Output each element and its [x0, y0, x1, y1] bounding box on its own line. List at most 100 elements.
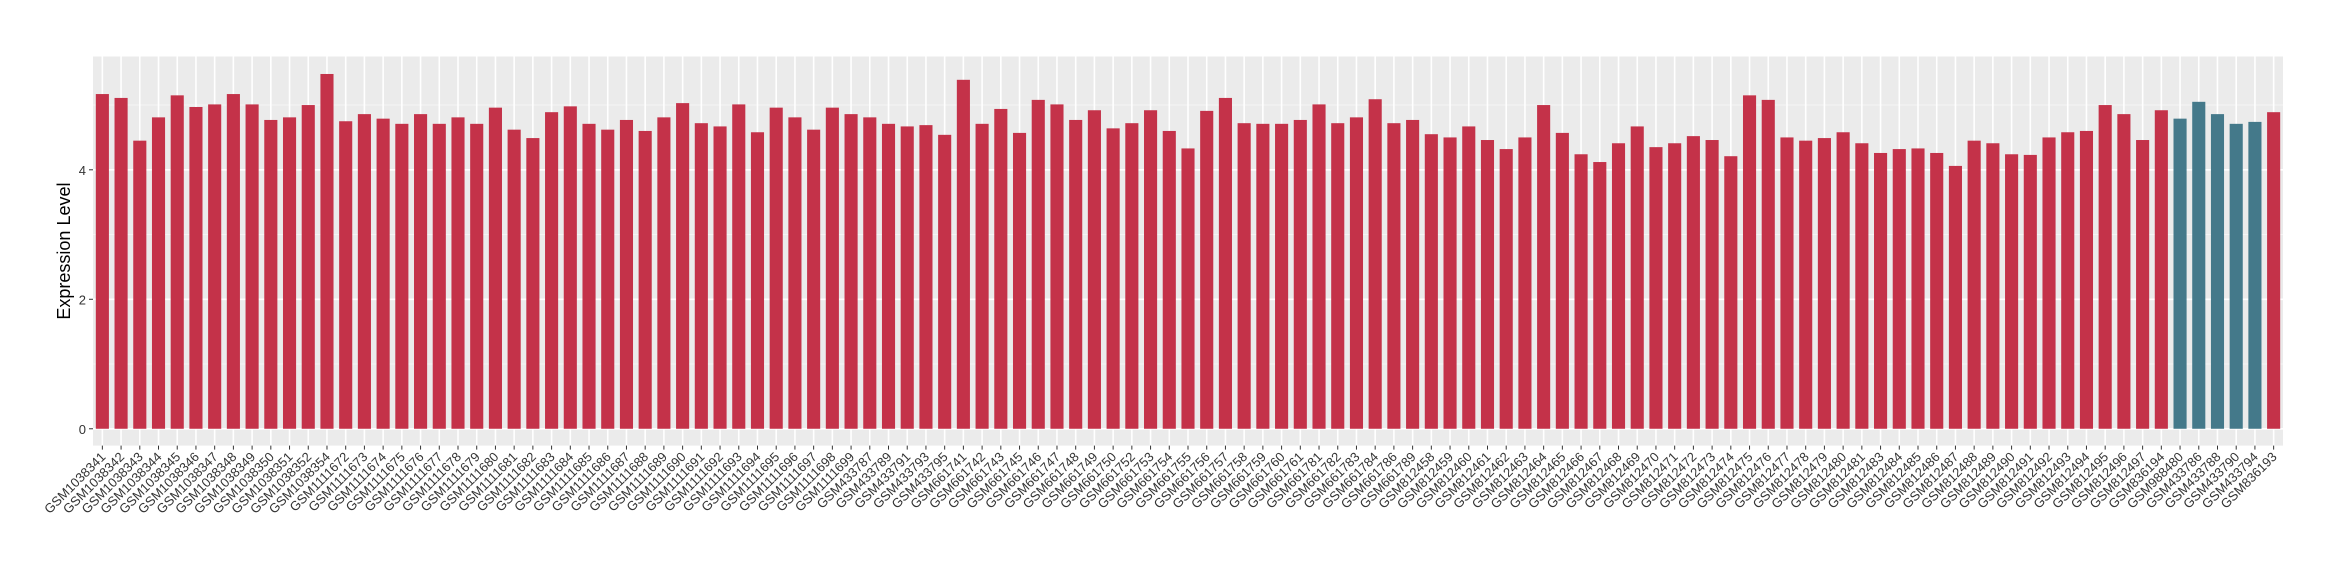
bar-GSM661754 — [1162, 130, 1176, 429]
bar-GSM1111695 — [769, 107, 783, 429]
bar-GSM1111679 — [470, 123, 484, 429]
bar-GSM812490 — [2005, 154, 2019, 429]
bar-GSM1111677 — [432, 123, 446, 429]
bar-GSM1111688 — [638, 130, 652, 429]
bar-GSM1038347 — [208, 104, 222, 429]
bar-GSM661748 — [1069, 119, 1083, 429]
bar-GSM661755 — [1181, 148, 1195, 429]
bar-GSM433786 — [2192, 101, 2206, 429]
bar-GSM661759 — [1256, 123, 1270, 429]
bar-GSM812464 — [1537, 105, 1551, 429]
bar-GSM661756 — [1200, 110, 1214, 429]
bar-GSM1111672 — [339, 121, 353, 429]
bar-GSM1111696 — [788, 117, 802, 429]
bar-GSM812496 — [2117, 114, 2131, 429]
bar-GSM661753 — [1144, 110, 1158, 429]
bar-GSM661784 — [1368, 99, 1382, 429]
bar-GSM1038342 — [114, 97, 128, 429]
y-axis-title: Expression Level — [54, 183, 74, 320]
bar-GSM812483 — [1874, 152, 1888, 429]
bar-GSM1111684 — [563, 106, 577, 429]
bar-GSM1111680 — [488, 107, 502, 429]
bar-GSM812491 — [2023, 154, 2037, 429]
bar-GSM661758 — [1237, 123, 1251, 429]
y-axis: 0 2 4 — [79, 163, 93, 437]
bar-GSM433790 — [2229, 123, 2243, 429]
bar-GSM1038341 — [95, 94, 109, 429]
bar-GSM812477 — [1780, 137, 1794, 429]
y-tick-label: 0 — [79, 422, 86, 437]
bar-GSM661782 — [1331, 123, 1345, 429]
bar-GSM812489 — [1986, 143, 2000, 429]
bar-GSM812472 — [1686, 136, 1700, 429]
bar-GSM1111693 — [732, 104, 746, 429]
bar-GSM812485 — [1911, 148, 1925, 429]
bar-GSM812494 — [2079, 130, 2094, 429]
bar-GSM812497 — [2136, 140, 2150, 429]
bar-GSM1038343 — [133, 140, 147, 429]
bar-GSM812495 — [2098, 105, 2112, 429]
bar-GSM812471 — [1668, 143, 1682, 429]
bar-GSM661789 — [1406, 119, 1420, 429]
bar-GSM661752 — [1125, 123, 1139, 429]
bar-GSM1111685 — [582, 123, 596, 429]
bar-GSM812478 — [1799, 140, 1813, 429]
bar-GSM1111676 — [414, 114, 428, 429]
bar-GSM812465 — [1555, 132, 1569, 429]
bar-GSM1038345 — [170, 95, 184, 429]
bar-GSM433791 — [900, 126, 914, 429]
bar-GSM812493 — [2061, 132, 2075, 429]
bar-GSM1038350 — [264, 119, 278, 429]
bar-GSM1038351 — [282, 117, 297, 429]
bar-GSM812470 — [1649, 147, 1663, 429]
bar-GSM812468 — [1611, 143, 1626, 429]
bar-GSM812476 — [1761, 99, 1775, 429]
bar-GSM433789 — [881, 123, 896, 429]
bar-GSM1038352 — [301, 105, 315, 429]
bar-GSM812469 — [1630, 126, 1644, 429]
bar-GSM1111697 — [807, 129, 821, 429]
bar-GSM812474 — [1724, 156, 1738, 429]
bar-GSM1038354 — [320, 73, 334, 429]
bar-GSM812480 — [1836, 132, 1850, 429]
bar-GSM661745 — [1012, 132, 1027, 429]
bar-GSM661757 — [1218, 97, 1232, 429]
bar-GSM812473 — [1705, 140, 1719, 429]
bar-GSM812481 — [1855, 143, 1869, 429]
y-tick-label: 2 — [79, 292, 86, 307]
bar-GSM812479 — [1817, 138, 1831, 429]
bar-GSM812492 — [2042, 137, 2056, 429]
bar-GSM433787 — [863, 117, 877, 429]
bar-GSM661749 — [1087, 110, 1101, 429]
bar-GSM1111694 — [750, 132, 765, 429]
bar-GSM1111678 — [451, 117, 465, 429]
bar-GSM1111681 — [507, 129, 521, 429]
bar-GSM661786 — [1387, 123, 1401, 429]
bar-GSM1111675 — [395, 123, 409, 429]
bar-GSM1111690 — [676, 103, 690, 429]
bar-GSM661742 — [975, 123, 989, 429]
bar-GSM1111692 — [713, 126, 727, 429]
bar-GSM433795 — [938, 134, 952, 429]
bar-GSM1038344 — [151, 117, 166, 429]
bar-GSM1038349 — [245, 104, 259, 429]
bar-GSM661750 — [1106, 128, 1120, 429]
bar-GSM812461 — [1480, 140, 1495, 429]
bar-GSM812475 — [1742, 95, 1757, 429]
bar-GSM1111674 — [376, 118, 390, 429]
bar-GSM988480 — [2173, 118, 2187, 429]
bar-GSM812488 — [1967, 140, 1981, 429]
bar-GSM1111686 — [601, 129, 615, 429]
bar-GSM1111699 — [844, 114, 858, 429]
bar-GSM812484 — [1892, 149, 1906, 429]
bar-GSM812487 — [1948, 165, 1962, 429]
bar-GSM812460 — [1462, 126, 1476, 429]
bar-GSM812458 — [1424, 134, 1438, 429]
bar-GSM661746 — [1031, 99, 1045, 429]
x-axis: GSM1038341GSM1038342GSM1038343GSM1038344… — [41, 445, 2280, 516]
bar-GSM812486 — [1930, 152, 1944, 429]
bar-GSM433793 — [919, 125, 933, 429]
bar-GSM812462 — [1499, 149, 1513, 429]
bar-GSM1111673 — [357, 114, 371, 429]
